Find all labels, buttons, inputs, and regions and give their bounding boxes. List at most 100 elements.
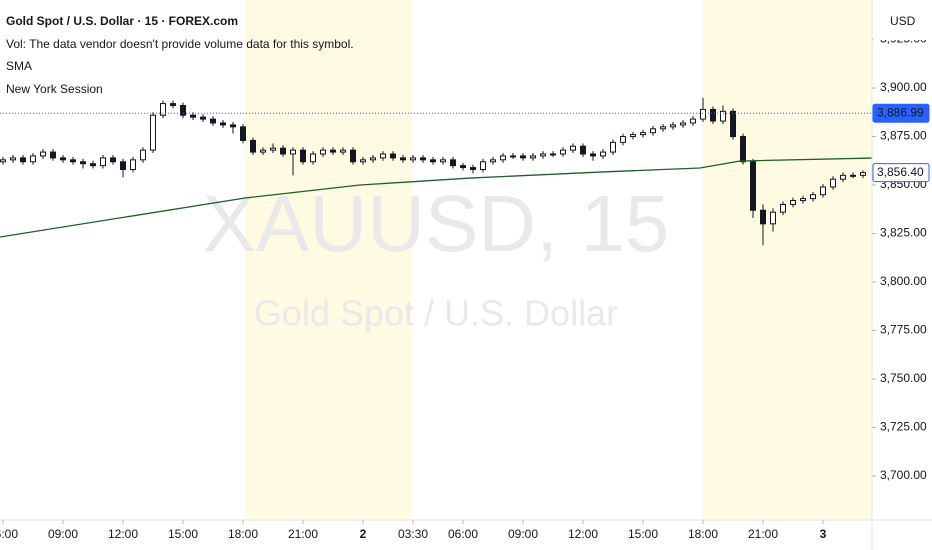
candle-body bbox=[20, 157, 26, 163]
candle-body bbox=[380, 153, 386, 159]
candle-body bbox=[580, 145, 586, 155]
candle-body bbox=[400, 157, 406, 161]
plot-area bbox=[245, 0, 872, 520]
candle-body bbox=[300, 149, 306, 163]
candle-body bbox=[50, 151, 56, 159]
x-tick-label: 21:00 bbox=[748, 527, 778, 541]
candle-body bbox=[690, 118, 696, 124]
candle-body bbox=[420, 157, 426, 161]
x-tick-label: 2 bbox=[360, 527, 367, 541]
candle-body bbox=[320, 149, 326, 155]
x-tick-label: 09:00 bbox=[508, 527, 538, 541]
y-tick-label: 3,725.00 bbox=[880, 420, 927, 434]
x-tick-label: 21:00 bbox=[288, 527, 318, 541]
candle-body bbox=[530, 155, 536, 159]
candle-body bbox=[430, 159, 436, 163]
x-tick-label: 06:00 bbox=[448, 527, 478, 541]
candle-body bbox=[500, 155, 506, 161]
candle-body bbox=[390, 153, 396, 159]
candle-body bbox=[200, 116, 206, 120]
candle-body bbox=[670, 124, 676, 128]
candle-body bbox=[520, 155, 526, 159]
x-tick-label: 03:30 bbox=[398, 527, 428, 541]
candle-body bbox=[190, 114, 196, 118]
candle-body bbox=[860, 172, 866, 176]
candle-body bbox=[740, 136, 746, 163]
candle-body bbox=[450, 159, 456, 167]
chart-title: Gold Spot / U.S. Dollar · 15 · FOREX.com bbox=[6, 14, 238, 28]
x-tick-label: 12:00 bbox=[568, 527, 598, 541]
candle-body bbox=[550, 153, 556, 156]
candle-body bbox=[480, 161, 486, 171]
candle-body bbox=[640, 132, 646, 136]
candle-body bbox=[40, 151, 46, 157]
candle-body bbox=[810, 194, 816, 200]
candle-body bbox=[470, 167, 476, 171]
candle-body bbox=[630, 134, 636, 138]
candle-body bbox=[240, 126, 246, 141]
candle-body bbox=[330, 149, 336, 153]
candle-body bbox=[770, 211, 776, 225]
candle-body bbox=[800, 198, 806, 202]
candle-body bbox=[60, 157, 66, 161]
candle-body bbox=[620, 136, 626, 143]
candle-body bbox=[600, 151, 606, 157]
candle-body bbox=[270, 147, 276, 151]
x-tick-label: 06:00 bbox=[0, 527, 18, 541]
candle-body bbox=[650, 128, 656, 134]
y-tick-label: 3,875.00 bbox=[880, 129, 927, 143]
legend-line: Vol: The data vendor doesn't provide vol… bbox=[6, 37, 354, 51]
legend: Gold Spot / U.S. Dollar · 15 · FOREX.com… bbox=[6, 14, 354, 96]
candle-body bbox=[210, 118, 216, 124]
candle-body bbox=[780, 203, 786, 213]
y-tick-label: 3,700.00 bbox=[880, 468, 927, 482]
candle-body bbox=[820, 186, 826, 196]
y-tick-label: 3,900.00 bbox=[880, 80, 927, 94]
candle-body bbox=[840, 174, 846, 180]
candle-body bbox=[710, 108, 716, 122]
candle-body bbox=[130, 159, 136, 171]
candle-body bbox=[850, 174, 856, 177]
session-band bbox=[703, 0, 872, 520]
candle-body bbox=[250, 139, 256, 153]
candle-body bbox=[120, 161, 126, 171]
candle-body bbox=[410, 157, 416, 161]
candle-body bbox=[70, 159, 76, 163]
x-tick-label: 15:00 bbox=[628, 527, 658, 541]
price-label-box bbox=[872, 163, 930, 183]
candle-body bbox=[370, 157, 376, 161]
candle-body bbox=[30, 155, 36, 163]
watermark-name: Gold Spot / U.S. Dollar bbox=[254, 293, 618, 334]
candle-body bbox=[590, 153, 596, 157]
candle-body bbox=[680, 122, 686, 126]
candle-body bbox=[540, 153, 546, 157]
candle-body bbox=[180, 105, 186, 116]
candle-body bbox=[350, 149, 356, 163]
candle-body bbox=[730, 110, 736, 138]
candle-body bbox=[160, 103, 166, 116]
x-tick-label: 18:00 bbox=[228, 527, 258, 541]
candle-body bbox=[10, 157, 16, 161]
candle-body bbox=[660, 126, 666, 130]
candle-body bbox=[570, 145, 576, 151]
candle-body bbox=[280, 147, 286, 155]
watermark-symbol: XAUUSD, 15 bbox=[203, 179, 670, 268]
candle-body bbox=[560, 149, 566, 155]
x-tick-label: 18:00 bbox=[688, 527, 718, 541]
candle-body bbox=[490, 159, 496, 163]
candle-body bbox=[110, 157, 116, 163]
candle-body bbox=[830, 178, 836, 188]
session-band bbox=[245, 0, 412, 520]
x-tick-label: 15:00 bbox=[168, 527, 198, 541]
candle-body bbox=[360, 159, 366, 163]
y-axis-label: USD bbox=[890, 14, 916, 28]
candle-body bbox=[90, 163, 96, 167]
y-tick-label: 3,750.00 bbox=[880, 371, 927, 385]
candle-body bbox=[790, 200, 796, 205]
candle-body bbox=[0, 159, 6, 163]
sma-line bbox=[0, 157, 873, 238]
candle-body bbox=[510, 155, 516, 158]
candle-body bbox=[80, 161, 86, 165]
price-label: 3,886.99 bbox=[877, 105, 924, 119]
